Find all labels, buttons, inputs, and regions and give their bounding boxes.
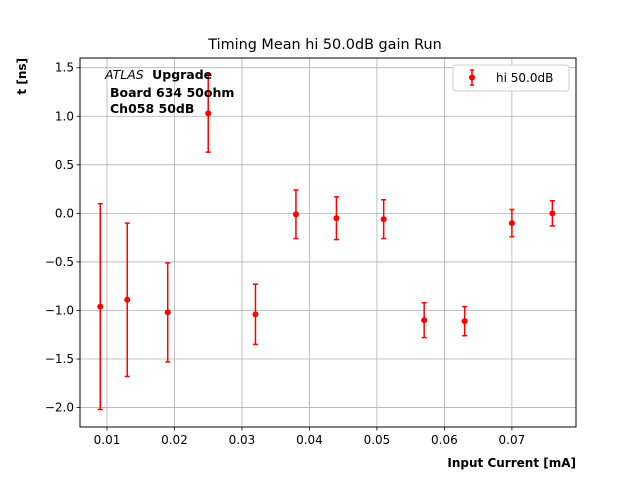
x-tick-label: 0.02 bbox=[161, 433, 188, 447]
annotation-line1: ATLAS Upgrade bbox=[104, 67, 212, 82]
point-marker bbox=[252, 311, 259, 318]
chart-title: Timing Mean hi 50.0dB gain Run bbox=[207, 37, 442, 53]
x-tick-label: 0.01 bbox=[94, 433, 121, 447]
x-tick-label: 0.06 bbox=[431, 433, 458, 447]
grid bbox=[80, 58, 576, 427]
data-point bbox=[508, 208, 515, 238]
data-point bbox=[252, 283, 259, 346]
legend: hi 50.0dB bbox=[452, 64, 570, 92]
legend-label: hi 50.0dB bbox=[496, 71, 553, 85]
y-tick-label: 1.5 bbox=[55, 61, 74, 75]
y-tick-label: −1.5 bbox=[45, 352, 74, 366]
y-tick-label: −2.0 bbox=[45, 401, 74, 415]
x-tick-label: 0.05 bbox=[364, 433, 391, 447]
y-tick-label: 0.5 bbox=[55, 158, 74, 172]
point-marker bbox=[508, 220, 515, 227]
point-marker bbox=[292, 211, 299, 218]
point-marker bbox=[97, 303, 104, 310]
x-tick-label: 0.03 bbox=[229, 433, 256, 447]
x-tick-label: 0.04 bbox=[296, 433, 323, 447]
data-point bbox=[549, 199, 556, 227]
data-series bbox=[97, 73, 556, 411]
data-point bbox=[380, 199, 387, 240]
atlas-annotation: ATLAS Upgrade Board 634 50ohm Ch058 50dB bbox=[104, 67, 234, 116]
point-marker bbox=[421, 317, 428, 324]
point-marker bbox=[124, 296, 131, 303]
plot-frame bbox=[79, 57, 577, 428]
point-marker bbox=[461, 318, 468, 325]
annotation-line2: Board 634 50ohm bbox=[110, 85, 234, 100]
point-marker bbox=[380, 216, 387, 223]
point-marker bbox=[205, 110, 212, 117]
data-point bbox=[124, 222, 131, 378]
y-axis-label: t [ns] bbox=[15, 58, 29, 95]
point-marker bbox=[164, 309, 171, 316]
annotation-upgrade: Upgrade bbox=[152, 67, 212, 82]
y-tick-label: 1.0 bbox=[55, 109, 74, 123]
axes: 0.01 0.02 0.03 0.04 0.05 0.06 0.07 −2.0 −1.5 −1.0… bbox=[45, 61, 525, 447]
annotation-experiment: ATLAS bbox=[104, 67, 144, 82]
data-point bbox=[205, 73, 212, 153]
point-marker bbox=[333, 215, 340, 222]
y-tick-label: 0.0 bbox=[55, 206, 74, 220]
data-point bbox=[461, 305, 468, 337]
annotation-line3: Ch058 50dB bbox=[110, 101, 194, 116]
legend-marker bbox=[469, 74, 475, 81]
data-point bbox=[333, 196, 340, 241]
legend-box bbox=[452, 64, 570, 92]
x-tick-label: 0.07 bbox=[499, 433, 526, 447]
data-point bbox=[164, 262, 171, 363]
data-point bbox=[292, 189, 299, 240]
y-tick-label: −1.0 bbox=[45, 303, 74, 317]
data-point bbox=[421, 301, 428, 339]
x-axis-label: Input Current [mA] bbox=[447, 456, 576, 470]
data-point bbox=[97, 202, 104, 411]
point-marker bbox=[549, 210, 556, 217]
y-tick-label: −0.5 bbox=[45, 255, 74, 269]
